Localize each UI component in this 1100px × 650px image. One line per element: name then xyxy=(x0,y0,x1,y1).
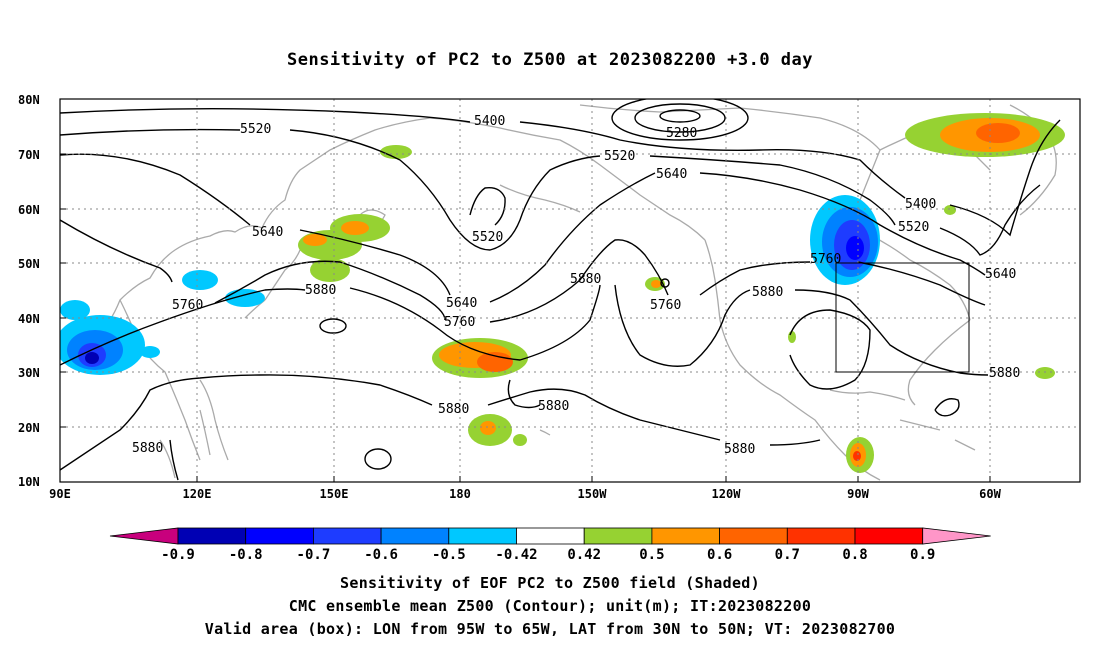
contour-label: 5520 xyxy=(898,220,929,235)
colorbar-segment xyxy=(719,527,788,545)
colorbar-label: -0.7 xyxy=(297,547,331,563)
colorbar-segment xyxy=(516,527,585,545)
colorbar-segment xyxy=(380,527,450,545)
lon-label: 180 xyxy=(449,487,471,501)
colorbar-label: -0.9 xyxy=(161,547,195,563)
lon-label: 90E xyxy=(49,487,71,501)
lat-label: 50N xyxy=(18,257,40,271)
contour-label: 5640 xyxy=(985,267,1016,282)
colorbar: -0.9 -0.8 -0.7 -0.6 -0.5 -0.42 0.42 0.5 0.6 0.7 0.… xyxy=(109,527,991,563)
colorbar-segment xyxy=(651,527,721,545)
colorbar-label: 0.6 xyxy=(707,547,732,563)
contour-label: 5280 xyxy=(666,126,697,141)
lat-label: 80N xyxy=(18,93,40,107)
contour-labels: 5520 5400 5280 5520 5640 5400 5520 5640 … xyxy=(132,114,1020,457)
colorbar-extend-low xyxy=(109,527,179,545)
lon-label: 120W xyxy=(712,487,742,501)
caption-line-1: Sensitivity of EOF PC2 to Z500 field (Sh… xyxy=(340,574,760,592)
colorbar-segment xyxy=(854,527,924,545)
lat-label: 40N xyxy=(18,312,40,326)
contour-label: 5400 xyxy=(905,197,936,212)
colorbar-label: -0.42 xyxy=(495,547,537,563)
lat-label: 70N xyxy=(18,148,40,162)
colorbar-segment xyxy=(448,527,517,545)
contour-label: 5880 xyxy=(305,283,336,298)
valid-area-box xyxy=(835,262,970,373)
map-frame-bg xyxy=(60,99,1080,482)
contour-label: 5640 xyxy=(446,296,477,311)
colorbar-segment xyxy=(583,527,653,545)
colorbar-segment xyxy=(245,527,314,545)
caption-line-2: CMC ensemble mean Z500 (Contour); unit(m… xyxy=(288,597,812,615)
lon-label: 90W xyxy=(847,487,869,501)
colorbar-label: -0.8 xyxy=(229,547,263,563)
contour-label: 5760 xyxy=(650,298,681,313)
contour-label: 5640 xyxy=(656,167,687,182)
contour-label: 5640 xyxy=(252,225,283,240)
contour-label: 5880 xyxy=(989,366,1020,381)
lat-label: 10N xyxy=(18,475,40,489)
lon-tick-labels: 90E 120E 150E 180 150W 120W 90W 60W xyxy=(49,487,1001,501)
z500-contours xyxy=(60,99,1061,481)
colorbar-label: -0.5 xyxy=(432,547,466,563)
tick-marks xyxy=(60,98,991,482)
gridlines xyxy=(60,99,1080,482)
contour-label: 5880 xyxy=(724,442,755,457)
colorbar-segment xyxy=(312,527,382,545)
colorbar-label: 0.42 xyxy=(567,547,601,563)
lon-label: 150E xyxy=(320,487,349,501)
colorbar-label: 0.8 xyxy=(842,547,867,563)
lat-label: 30N xyxy=(18,366,40,380)
contour-label: 5760 xyxy=(172,298,203,313)
contour-label: 5760 xyxy=(810,252,841,267)
map-title: Sensitivity of PC2 to Z500 at 2023082200… xyxy=(286,50,813,70)
colorbar-label: -0.6 xyxy=(364,547,398,563)
map-frame xyxy=(59,98,1081,483)
contour-label: 5880 xyxy=(132,441,163,456)
contour-label: 5520 xyxy=(472,230,503,245)
caption-line-3: Valid area (box): LON from 95W to 65W, L… xyxy=(204,620,896,638)
lat-tick-labels: 80N 70N 60N 50N 40N 30N 20N 10N xyxy=(18,93,40,489)
lon-label: 120E xyxy=(183,487,212,501)
lat-label: 60N xyxy=(18,203,40,217)
colorbar-segment xyxy=(786,527,856,545)
colorbar-label: 0.5 xyxy=(639,547,664,563)
colorbar-label: 0.9 xyxy=(910,547,935,563)
colorbar-extend-high xyxy=(922,527,991,545)
colorbar-segment xyxy=(177,527,247,545)
lat-label: 20N xyxy=(18,421,40,435)
contour-label: 5520 xyxy=(604,149,635,164)
colorbar-label: 0.7 xyxy=(775,547,800,563)
lon-label: 60W xyxy=(979,487,1001,501)
lon-label: 150W xyxy=(578,487,608,501)
contour-label: 5880 xyxy=(570,272,601,287)
contour-label: 5880 xyxy=(538,399,569,414)
contour-label: 5400 xyxy=(474,114,505,129)
contour-label: 5760 xyxy=(444,315,475,330)
contour-label: 5520 xyxy=(240,122,271,137)
sensitivity-shading xyxy=(60,113,1065,473)
contour-label: 5880 xyxy=(438,402,469,417)
contour-label: 5880 xyxy=(752,285,783,300)
